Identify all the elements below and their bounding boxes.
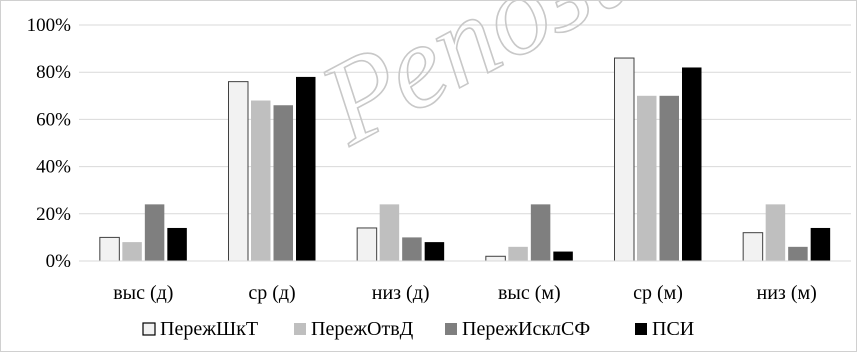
y-axis-ticks: 0% 20% 40% 60% 80% 100%	[27, 15, 72, 272]
y-tick-label: 80%	[36, 62, 71, 83]
legend: ПережШкТ ПережОтвД ПережИсклСФ ПСИ	[142, 318, 694, 340]
x-axis-categories: выс (д) ср (д) низ (д) выс (м) ср (м) низ (м)	[113, 282, 817, 304]
y-tick-label: 60%	[36, 109, 71, 130]
bar-4-1	[167, 227, 187, 261]
bar-1-5	[614, 57, 635, 262]
bars	[99, 57, 831, 262]
bar-1-2	[228, 81, 249, 262]
bar-4-5	[682, 67, 702, 261]
x-category-label: низ (д)	[372, 282, 430, 304]
bar-1-4	[485, 255, 506, 262]
x-category-label: выс (м)	[498, 282, 561, 304]
legend-label: ПережШкТ	[160, 318, 258, 340]
bar-2-6	[765, 204, 786, 261]
x-category-label: ср (д)	[248, 282, 295, 304]
bar-1-3	[356, 227, 378, 262]
bar-2-4	[508, 246, 528, 261]
bar-4-4	[553, 251, 573, 261]
bar-4-6	[810, 227, 831, 261]
bar-4-2	[296, 76, 316, 261]
bar-3-3	[402, 237, 422, 261]
bar-2-1	[122, 242, 142, 261]
bar-3-6	[788, 246, 808, 261]
x-category-label: выс (д)	[113, 282, 173, 304]
x-category-label: ср (м)	[633, 282, 683, 304]
legend-label: ПережОтвД	[311, 318, 414, 340]
bar-3-5	[659, 95, 679, 261]
bar-2-2	[251, 100, 271, 262]
bar-3-2	[273, 105, 293, 262]
legend-swatch	[294, 323, 306, 335]
bar-2-5	[637, 95, 657, 261]
bar-3-1	[144, 204, 165, 261]
legend-swatch	[445, 323, 457, 335]
y-tick-label: 100%	[27, 15, 72, 36]
bar-2-3	[379, 204, 400, 261]
legend-swatch	[635, 323, 647, 335]
bar-3-4	[530, 204, 551, 261]
legend-label: ПережИсклСФ	[462, 318, 590, 340]
bar-1-1	[99, 236, 120, 262]
y-tick-label: 40%	[36, 157, 71, 178]
legend-label: ПСИ	[652, 318, 694, 340]
x-category-label: низ (м)	[757, 282, 817, 304]
legend-swatch	[142, 322, 156, 336]
bar-4-3	[424, 242, 445, 261]
bar-1-6	[742, 232, 764, 262]
y-tick-label: 0%	[46, 251, 72, 272]
y-tick-label: 20%	[36, 204, 71, 225]
